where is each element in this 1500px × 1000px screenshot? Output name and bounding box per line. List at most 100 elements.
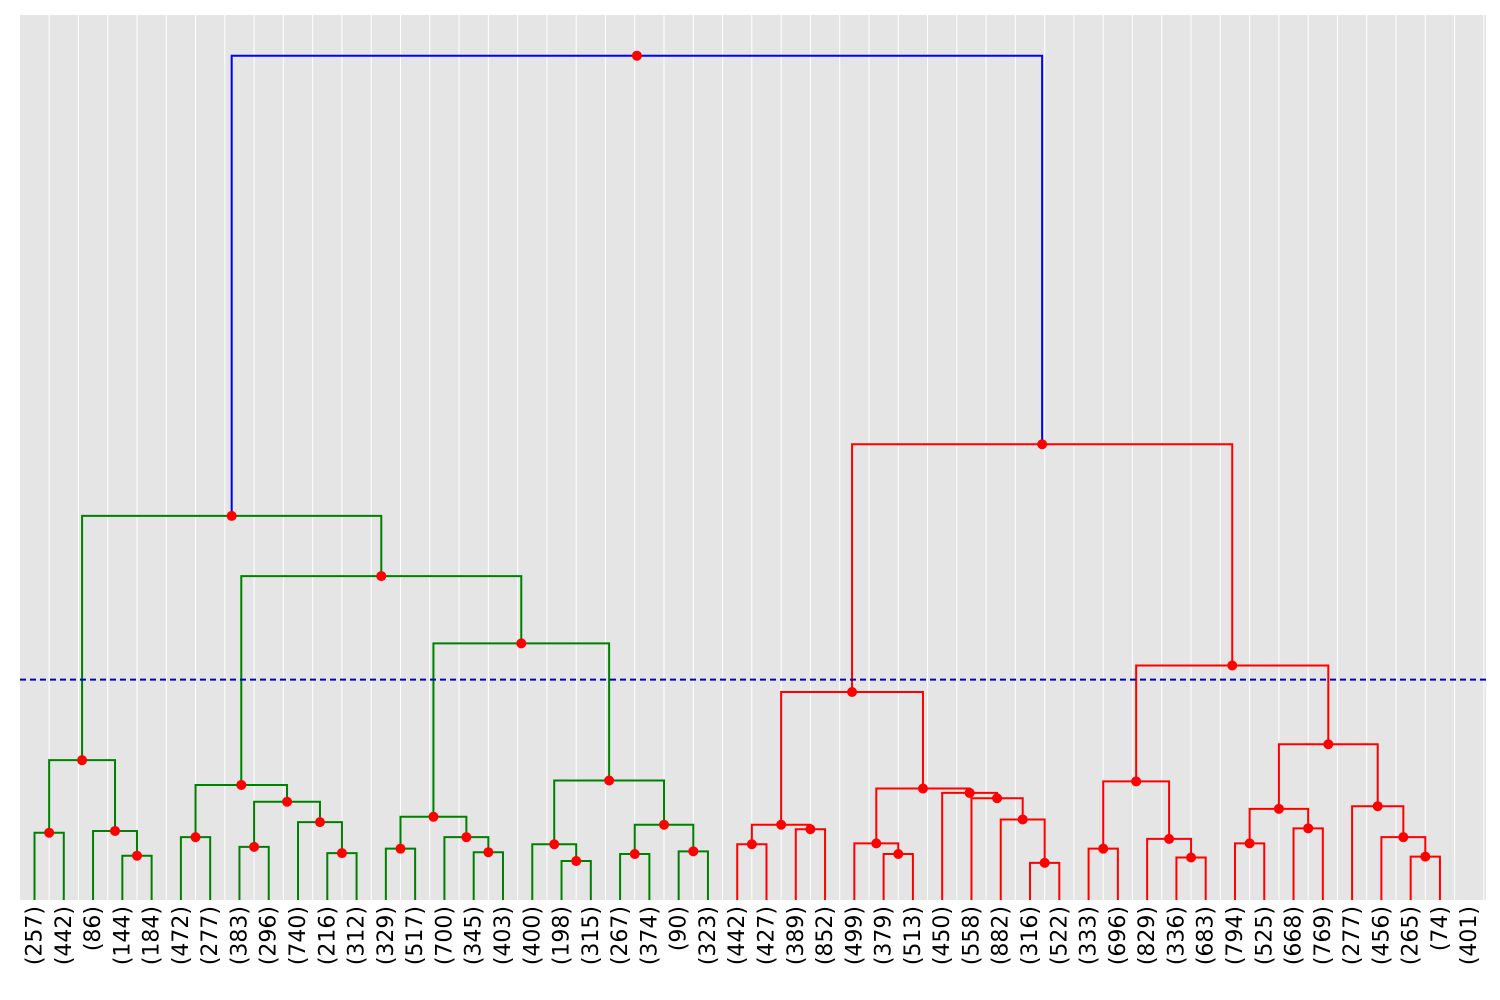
merge-nodes bbox=[44, 50, 1431, 868]
leaf-label: (333) bbox=[1077, 906, 1102, 965]
merge-node-marker bbox=[77, 755, 88, 766]
merge-node-marker bbox=[376, 571, 387, 582]
merge-node-marker bbox=[1372, 801, 1383, 812]
merge-node-marker bbox=[549, 839, 560, 850]
leaf-label: (216) bbox=[315, 906, 340, 965]
merge-node-marker bbox=[1420, 851, 1431, 862]
merge-node-marker bbox=[190, 832, 201, 843]
merge-node-marker bbox=[226, 510, 237, 521]
leaf-label: (296) bbox=[257, 906, 282, 965]
merge-node-marker bbox=[1323, 739, 1334, 750]
leaf-label: (312) bbox=[345, 906, 370, 965]
merge-node-marker bbox=[1037, 439, 1048, 450]
leaf-label: (700) bbox=[432, 906, 457, 965]
leaf-label: (383) bbox=[227, 906, 252, 965]
merge-node-marker bbox=[110, 825, 121, 836]
leaf-label: (323) bbox=[696, 906, 721, 965]
leaf-label: (882) bbox=[989, 906, 1014, 965]
merge-node-marker bbox=[1017, 814, 1028, 825]
leaf-label: (499) bbox=[842, 906, 867, 965]
leaf-label: (315) bbox=[579, 906, 604, 965]
leaf-label: (389) bbox=[784, 906, 809, 965]
merge-node-marker bbox=[282, 796, 293, 807]
leaf-label: (316) bbox=[1018, 906, 1043, 965]
leaf-label: (277) bbox=[1340, 906, 1365, 965]
merge-node-marker bbox=[249, 841, 260, 852]
merge-node-marker bbox=[44, 827, 55, 838]
merge-node-marker bbox=[1039, 857, 1050, 868]
merge-node-marker bbox=[1131, 776, 1142, 787]
merge-node-marker bbox=[631, 50, 642, 61]
leaf-label: (267) bbox=[608, 906, 633, 965]
merge-node-marker bbox=[688, 846, 699, 857]
merge-node-marker bbox=[1303, 823, 1314, 834]
leaf-label: (852) bbox=[813, 906, 838, 965]
leaf-label: (144) bbox=[110, 906, 135, 965]
merge-node-marker bbox=[131, 850, 142, 861]
leaf-label: (522) bbox=[1047, 906, 1072, 965]
leaf-label: (456) bbox=[1369, 906, 1394, 965]
plot-background bbox=[20, 15, 1486, 900]
leaf-label: (794) bbox=[1223, 906, 1248, 965]
leaf-label: (829) bbox=[1135, 906, 1160, 965]
grid-lines bbox=[48, 15, 1485, 900]
merge-node-marker bbox=[461, 832, 472, 843]
leaf-label: (513) bbox=[901, 906, 926, 965]
merge-node-marker bbox=[1273, 803, 1284, 814]
merge-node-marker bbox=[659, 819, 670, 830]
merge-node-marker bbox=[604, 775, 615, 786]
merge-node-marker bbox=[964, 787, 975, 798]
merge-node-marker bbox=[917, 783, 928, 794]
merge-node-marker bbox=[776, 819, 787, 830]
merge-node-marker bbox=[483, 847, 494, 858]
leaf-label: (450) bbox=[930, 906, 955, 965]
leaf-label: (427) bbox=[755, 906, 780, 965]
leaf-label: (374) bbox=[637, 906, 662, 965]
leaf-label: (198) bbox=[550, 906, 575, 965]
leaf-label: (257) bbox=[23, 906, 48, 965]
merge-node-marker bbox=[1186, 852, 1197, 863]
leaf-label: (403) bbox=[491, 906, 516, 965]
leaf-label: (86) bbox=[81, 906, 106, 951]
merge-node-marker bbox=[314, 817, 325, 828]
leaf-label: (442) bbox=[52, 906, 77, 965]
merge-node-marker bbox=[1098, 843, 1109, 854]
merge-node-marker bbox=[395, 843, 406, 854]
leaf-label: (525) bbox=[1252, 906, 1277, 965]
merge-node-marker bbox=[629, 848, 640, 859]
merge-node-marker bbox=[847, 687, 858, 698]
merge-node-marker bbox=[1398, 832, 1409, 843]
merge-node-marker bbox=[336, 848, 347, 859]
merge-node-marker bbox=[1227, 660, 1238, 671]
leaf-label: (277) bbox=[198, 906, 223, 965]
merge-node-marker bbox=[516, 638, 527, 649]
leaf-label: (265) bbox=[1399, 906, 1424, 965]
merge-node-marker bbox=[571, 856, 582, 867]
leaf-label: (336) bbox=[1164, 906, 1189, 965]
leaf-label: (329) bbox=[374, 906, 399, 965]
merge-node-marker bbox=[236, 779, 247, 790]
merge-node-marker bbox=[805, 824, 816, 835]
leaf-label: (74) bbox=[1428, 906, 1453, 951]
leaf-label: (184) bbox=[140, 906, 165, 965]
merge-node-marker bbox=[1244, 838, 1255, 849]
leaf-label: (401) bbox=[1457, 906, 1482, 965]
merge-node-marker bbox=[428, 811, 439, 822]
leaf-label: (769) bbox=[1311, 906, 1336, 965]
leaf-label: (90) bbox=[667, 906, 692, 951]
leaf-label: (472) bbox=[169, 906, 194, 965]
leaf-label: (696) bbox=[1106, 906, 1131, 965]
leaf-label: (683) bbox=[1194, 906, 1219, 965]
merge-node-marker bbox=[992, 793, 1003, 804]
leaf-label: (345) bbox=[462, 906, 487, 965]
leaf-label: (558) bbox=[959, 906, 984, 965]
leaf-labels: (257) (442) (86) (144) (184) (472) (277) (383)(… bbox=[23, 906, 1483, 965]
merge-node-marker bbox=[893, 848, 904, 859]
leaf-label: (400) bbox=[520, 906, 545, 965]
merge-node-marker bbox=[746, 839, 757, 850]
leaf-label: (442) bbox=[725, 906, 750, 965]
leaf-label: (517) bbox=[403, 906, 428, 965]
leaf-label: (668) bbox=[1282, 906, 1307, 965]
leaf-label: (379) bbox=[872, 906, 897, 965]
